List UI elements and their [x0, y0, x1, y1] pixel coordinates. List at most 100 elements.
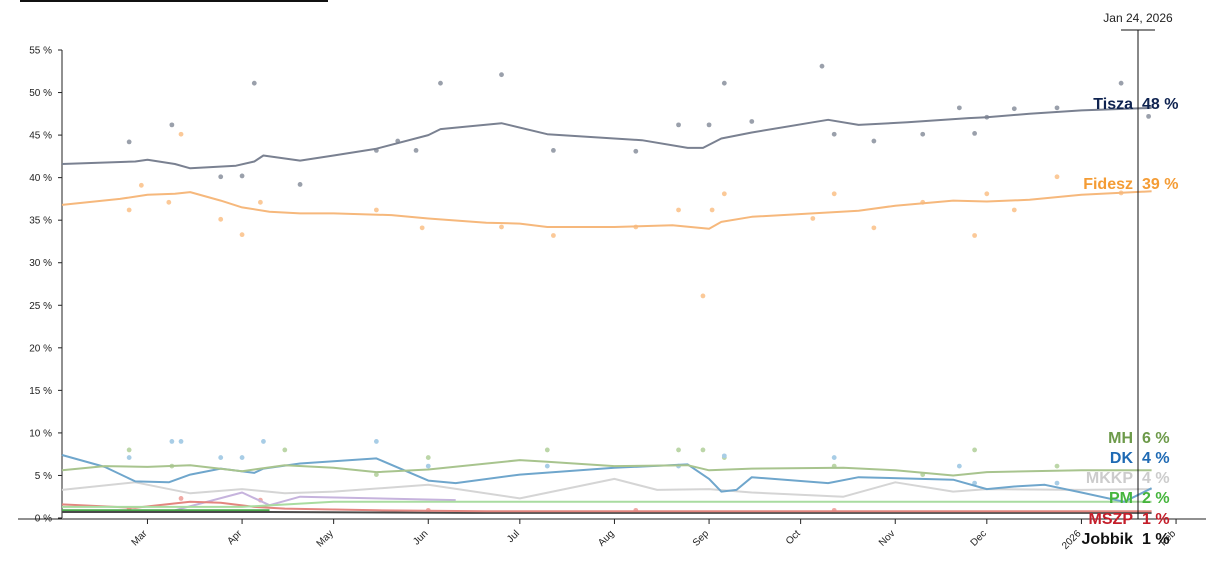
trend-lines — [61, 106, 1153, 514]
trend-line-dk — [61, 454, 1153, 503]
y-tick-label: 15 % — [29, 386, 52, 397]
y-tick-label: 30 % — [29, 258, 52, 269]
y-tick-label: 20 % — [29, 343, 52, 354]
poll-dot — [676, 207, 681, 213]
trend-line-mh — [61, 459, 1152, 477]
x-tick-label: May — [315, 528, 336, 549]
trend-line-pm — [62, 500, 1152, 508]
poll-dot — [178, 131, 184, 137]
trend-line-fidesz — [61, 190, 1152, 230]
y-tick-label: 35 % — [29, 216, 52, 227]
date-cursor[interactable]: Jan 24, 2026 — [1103, 11, 1173, 519]
poll-dot — [438, 80, 443, 86]
poll-dot — [178, 439, 184, 444]
x-tick-label: Mar — [130, 528, 150, 548]
poll-dot — [261, 439, 266, 444]
poll-dots — [126, 63, 1151, 513]
poll-dot — [218, 216, 224, 222]
poll-dot — [551, 148, 556, 153]
poll-dot — [871, 138, 877, 144]
x-tick-label: Dec — [969, 528, 989, 548]
x-tick-label: Jul — [505, 528, 522, 545]
poll-dot — [126, 207, 132, 213]
y-tick-label: 25 % — [29, 301, 52, 312]
poll-dot — [676, 447, 681, 453]
poll-dot — [831, 191, 837, 197]
y-tick-label: 10 % — [29, 428, 52, 439]
trend-line-jobbik — [62, 511, 1152, 514]
x-axis: Mar Apr May Jun Jul Aug Sep Oct Nov Dec 2026 Feb — [18, 518, 1206, 552]
poll-dot — [1054, 174, 1060, 180]
y-axis: 0 %5 %10 %15 %20 %25 %30 %35 %40 %45 %50… — [29, 46, 63, 525]
poll-dot — [239, 173, 245, 179]
party-label-mh: MH — [1108, 430, 1133, 447]
trend-line-mszp — [61, 500, 1152, 513]
poll-dot — [700, 293, 706, 299]
party-value-dk: 4 % — [1142, 450, 1170, 467]
party-value-mszp: 1 % — [1142, 511, 1170, 528]
poll-dot — [251, 80, 257, 86]
poll-dot — [178, 496, 184, 501]
poll-dot — [1011, 207, 1017, 213]
party-label-mkkp: MKKP — [1086, 470, 1133, 487]
poll-dot — [1146, 113, 1151, 119]
poll-dot — [871, 225, 877, 231]
poll-dot — [544, 447, 550, 453]
poll-dot — [551, 233, 556, 238]
trend-line-tisza — [61, 106, 1152, 170]
poll-dot — [239, 455, 245, 460]
party-value-mh: 6 % — [1142, 430, 1170, 447]
poll-dot — [169, 122, 175, 128]
party-value-fidesz: 39 % — [1142, 176, 1178, 193]
x-tick-label: Sep — [691, 528, 712, 549]
poll-dot — [282, 447, 288, 453]
x-tick-label: Nov — [877, 528, 897, 548]
poll-dot — [373, 472, 379, 478]
poll-dot — [749, 119, 755, 124]
poll-dot — [126, 447, 132, 453]
poll-dot — [972, 480, 978, 486]
x-tick-label: Aug — [596, 528, 616, 548]
poll-dot — [920, 131, 926, 137]
poll-dot — [972, 233, 978, 238]
poll-dot — [166, 199, 172, 205]
poll-dot — [239, 232, 245, 238]
y-tick-label: 40 % — [29, 173, 52, 184]
party-value-mkkp: 4 % — [1142, 470, 1170, 487]
poll-dot — [373, 207, 379, 213]
poll-dot — [700, 447, 706, 453]
poll-dot — [297, 182, 303, 187]
party-value-pm: 2 % — [1142, 490, 1170, 507]
poll-dot — [126, 455, 132, 460]
poll-dot — [721, 453, 727, 459]
x-tick-label: 2026 — [1060, 528, 1084, 552]
poll-dot — [1054, 480, 1060, 486]
poll-dot — [425, 463, 431, 469]
party-value-tisza: 48 % — [1142, 96, 1178, 113]
poll-dot — [676, 122, 681, 128]
poll-dot — [138, 182, 144, 188]
poll-dot — [126, 139, 132, 145]
poll-dot — [972, 447, 978, 453]
poll-dot — [1011, 106, 1017, 112]
poll-dot — [633, 148, 639, 154]
x-tick-label: Jun — [411, 528, 430, 547]
poll-dot — [218, 455, 224, 460]
y-tick-label: 5 % — [35, 471, 52, 482]
poll-dot — [972, 130, 978, 136]
party-label-mszp: MSZP — [1089, 511, 1134, 528]
y-tick-label: 55 % — [29, 46, 52, 57]
party-label-tisza: Tisza — [1093, 96, 1133, 113]
poll-dot — [706, 122, 712, 128]
poll-dot — [1054, 105, 1060, 111]
poll-dot — [956, 463, 962, 469]
y-tick-label: 50 % — [29, 88, 52, 99]
poll-dot — [721, 191, 727, 197]
poll-dot — [721, 80, 727, 86]
poll-dot — [499, 72, 504, 78]
party-label-fidesz: Fidesz — [1083, 176, 1133, 193]
poll-dot — [810, 216, 816, 221]
poll-dot — [984, 191, 990, 197]
poll-dot — [831, 131, 837, 137]
